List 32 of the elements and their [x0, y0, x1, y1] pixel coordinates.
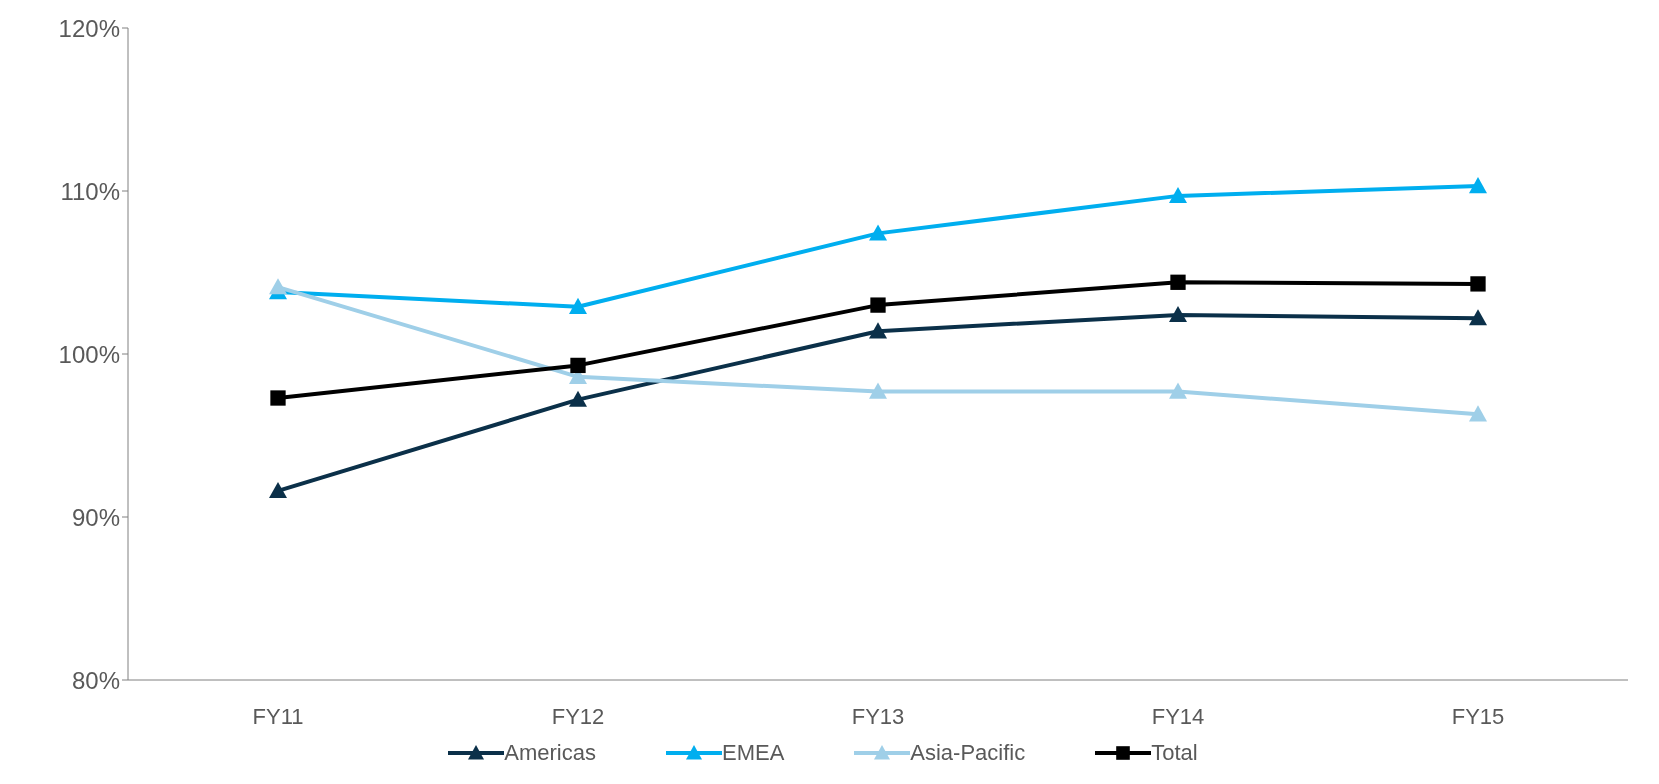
- point: [1469, 309, 1487, 326]
- legend-label: Asia-Pacific: [910, 740, 1026, 766]
- y-tick-label: 80%: [71, 666, 120, 694]
- point: [270, 390, 286, 406]
- point: [1169, 305, 1187, 323]
- legend-label: Total: [1151, 740, 1198, 766]
- point: [1170, 274, 1186, 290]
- point: [869, 382, 887, 399]
- x-tick-label: FY11: [252, 703, 304, 729]
- point: [269, 278, 287, 295]
- legend-label: Americas: [504, 740, 596, 766]
- y-tick-label: 120%: [58, 14, 120, 42]
- y-tick-label: 110%: [60, 177, 120, 205]
- point: [569, 297, 587, 314]
- point: [869, 322, 887, 339]
- legend-label: EMEA: [721, 740, 785, 766]
- point: [1169, 186, 1187, 204]
- point: [1169, 382, 1187, 399]
- y-tick-label: 100%: [58, 340, 120, 368]
- point: [1469, 405, 1487, 422]
- point: [569, 390, 587, 407]
- point: [869, 224, 887, 241]
- point: [269, 481, 287, 499]
- point: [870, 297, 886, 313]
- x-tick-label: FY14: [1151, 703, 1205, 729]
- x-tick-label: FY13: [851, 703, 905, 729]
- point: [570, 357, 586, 374]
- point: [1469, 177, 1487, 194]
- y-tick-label: 90%: [71, 503, 120, 531]
- point: [1470, 276, 1486, 292]
- x-tick-label: FY12: [551, 703, 605, 729]
- x-tick-label: FY15: [1451, 703, 1505, 729]
